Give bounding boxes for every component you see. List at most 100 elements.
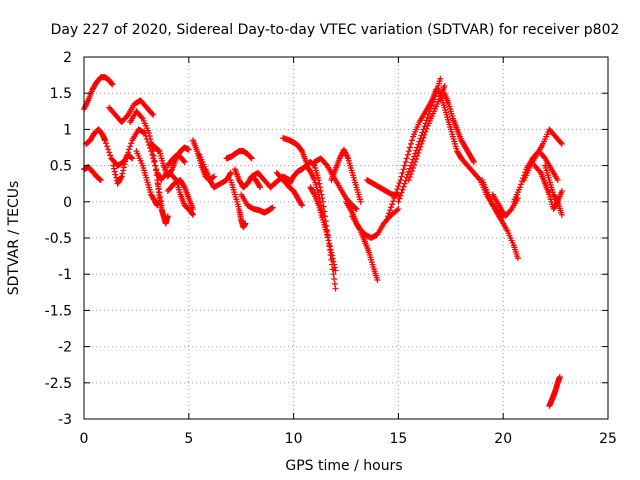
x-tick-label: 5 xyxy=(184,431,193,447)
data-point xyxy=(96,175,103,182)
data-point xyxy=(404,151,411,158)
data-point xyxy=(518,181,525,188)
data-point xyxy=(320,203,327,210)
data-point xyxy=(324,234,331,241)
data-series xyxy=(223,148,255,162)
data-point xyxy=(310,161,317,168)
data-series xyxy=(328,146,364,205)
data-point xyxy=(427,105,434,112)
data-point xyxy=(331,261,338,268)
data-point xyxy=(352,205,359,212)
data-point xyxy=(118,173,125,180)
data-point xyxy=(332,267,339,274)
data-series xyxy=(546,374,563,409)
data-series xyxy=(405,82,448,184)
data-point xyxy=(103,140,110,147)
data-point xyxy=(353,206,360,213)
data-point xyxy=(557,139,564,146)
data-point xyxy=(321,208,328,215)
data-point xyxy=(257,184,264,191)
x-tick-label: 15 xyxy=(389,431,407,447)
data-point xyxy=(558,211,565,218)
data-point xyxy=(399,169,406,176)
data-point xyxy=(390,198,397,205)
data-point xyxy=(323,161,330,168)
data-point xyxy=(109,81,116,88)
data-point xyxy=(396,180,403,187)
data-point xyxy=(558,140,565,147)
y-tick-label: -1 xyxy=(58,267,72,283)
data-point xyxy=(180,158,187,165)
data-point xyxy=(421,131,428,138)
data-series xyxy=(83,126,108,147)
data-point xyxy=(425,111,432,118)
data-point xyxy=(429,99,436,106)
data-point xyxy=(324,231,331,238)
data-series xyxy=(238,191,276,216)
data-series xyxy=(81,74,116,113)
data-point xyxy=(119,170,126,177)
data-point xyxy=(247,154,254,161)
data-point xyxy=(317,184,324,191)
y-tick-label: -1.5 xyxy=(45,303,72,319)
x-tick-labels: 0 5 10 15 20 25 xyxy=(80,431,617,447)
data-series xyxy=(133,148,161,209)
y-tick-label: -3 xyxy=(58,412,72,428)
data-point xyxy=(329,252,336,259)
data-point xyxy=(97,176,104,183)
y-tick-label: 0.5 xyxy=(50,159,72,175)
y-tick-label: 1 xyxy=(63,122,72,138)
data-point xyxy=(398,189,405,196)
data-point xyxy=(150,152,157,159)
data-point xyxy=(138,114,145,121)
data-point xyxy=(437,75,444,82)
data-point xyxy=(401,162,408,169)
data-point xyxy=(417,143,424,150)
data-point xyxy=(146,133,153,140)
data-point xyxy=(140,129,147,136)
data-point xyxy=(125,149,132,156)
data-point xyxy=(127,154,134,161)
data-point xyxy=(151,157,158,164)
data-point xyxy=(101,137,108,144)
y-tick-label: 2 xyxy=(63,50,72,66)
data-point xyxy=(318,191,325,198)
data-point xyxy=(397,192,404,199)
data-point xyxy=(105,146,112,153)
data-point xyxy=(329,255,336,262)
data-point xyxy=(189,211,196,218)
data-point xyxy=(269,204,276,211)
data-point xyxy=(298,147,305,154)
data-point xyxy=(106,149,113,156)
data-point xyxy=(391,195,398,202)
data-point xyxy=(393,189,400,196)
data-point xyxy=(147,136,154,143)
data-point xyxy=(120,167,127,174)
data-point xyxy=(384,213,391,220)
data-point xyxy=(410,165,417,172)
data-point xyxy=(514,255,521,262)
data-series xyxy=(521,126,565,184)
data-point xyxy=(507,207,514,214)
data-point xyxy=(298,202,305,209)
data-series xyxy=(479,177,521,262)
data-point xyxy=(424,114,431,121)
data-point xyxy=(395,206,402,213)
data-point xyxy=(420,134,427,141)
data-point xyxy=(407,140,414,147)
data-point xyxy=(395,183,402,190)
data-point xyxy=(412,158,419,165)
data-point xyxy=(150,111,157,118)
data-point xyxy=(110,162,117,169)
data-point xyxy=(435,88,442,95)
data-point xyxy=(120,164,127,171)
data-point xyxy=(422,128,429,135)
data-point xyxy=(423,117,430,124)
data-series xyxy=(441,90,477,165)
data-series xyxy=(81,164,104,184)
tick-marks xyxy=(83,56,609,420)
data-point xyxy=(409,168,416,175)
data-point xyxy=(394,186,401,193)
data-series xyxy=(154,177,171,227)
